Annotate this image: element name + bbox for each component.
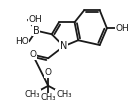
Text: OH: OH xyxy=(116,24,130,33)
Text: O: O xyxy=(45,68,52,77)
Text: OH: OH xyxy=(28,15,42,24)
Text: CH₃: CH₃ xyxy=(40,93,56,102)
Text: HO: HO xyxy=(15,37,28,46)
Text: CH₃: CH₃ xyxy=(56,90,72,99)
Text: B: B xyxy=(33,26,40,36)
Text: N: N xyxy=(60,41,67,51)
Text: CH₃: CH₃ xyxy=(25,90,40,99)
Text: O: O xyxy=(29,50,36,59)
